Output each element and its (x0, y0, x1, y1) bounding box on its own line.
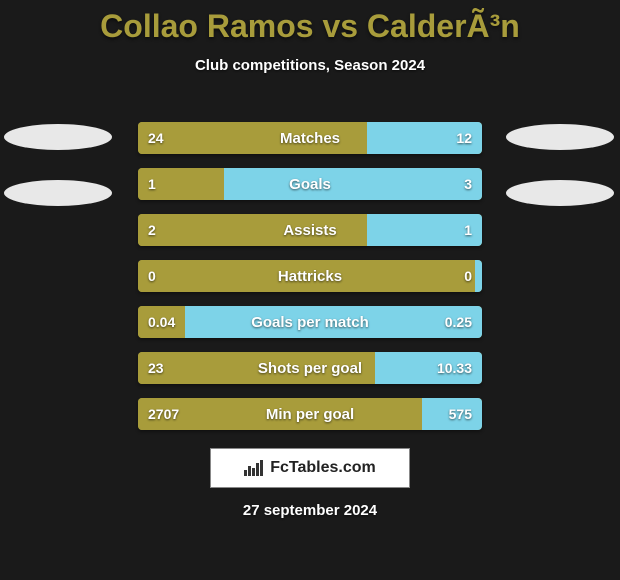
fctables-logo: FcTables.com (210, 448, 410, 488)
stat-right-value: 0 (464, 260, 472, 292)
stat-right-value: 1 (464, 214, 472, 246)
stat-left-value: 1 (148, 168, 156, 200)
stat-row: Min per goal2707 575 (138, 398, 482, 430)
stat-left-value: 0 (148, 260, 156, 292)
stat-row: Assists2 1 (138, 214, 482, 246)
stat-label: Assists (138, 214, 482, 246)
player-right-badges (506, 124, 616, 206)
stat-right-value: 10.33 (437, 352, 472, 384)
stat-right-value: 12 (456, 122, 472, 154)
stat-row: Goals1 3 (138, 168, 482, 200)
stat-label: Matches (138, 122, 482, 154)
player-left-badges (4, 124, 114, 206)
page-title: Collao Ramos vs CalderÃ³n (0, 0, 620, 45)
stat-left-value: 2707 (148, 398, 179, 430)
stat-right-value: 0.25 (445, 306, 472, 338)
stat-right-value: 3 (464, 168, 472, 200)
stat-label: Shots per goal (138, 352, 482, 384)
stat-left-value: 0.04 (148, 306, 175, 338)
stat-left-value: 23 (148, 352, 164, 384)
logo-text: FcTables.com (270, 459, 376, 477)
stat-label: Min per goal (138, 398, 482, 430)
stat-label: Hattricks (138, 260, 482, 292)
stat-label: Goals per match (138, 306, 482, 338)
stats-bars-container: Matches2412Goals13Assists21Hattricks00Go… (138, 122, 482, 430)
player-badge-placeholder (4, 124, 112, 150)
stat-right-value: 575 (449, 398, 472, 430)
player-badge-placeholder (506, 124, 614, 150)
stat-label: Goals (138, 168, 482, 200)
stat-row: Shots per goal23 10.33 (138, 352, 482, 384)
stat-left-value: 24 (148, 122, 164, 154)
subtitle: Club competitions, Season 2024 (0, 57, 620, 74)
stat-row: Goals per match0.04 0.25 (138, 306, 482, 338)
stat-left-value: 2 (148, 214, 156, 246)
player-badge-placeholder (506, 180, 614, 206)
bar-chart-icon (244, 460, 264, 476)
stat-row: Hattricks0 0 (138, 260, 482, 292)
player-badge-placeholder (4, 180, 112, 206)
stat-row: Matches24 12 (138, 122, 482, 154)
date-text: 27 september 2024 (0, 502, 620, 519)
